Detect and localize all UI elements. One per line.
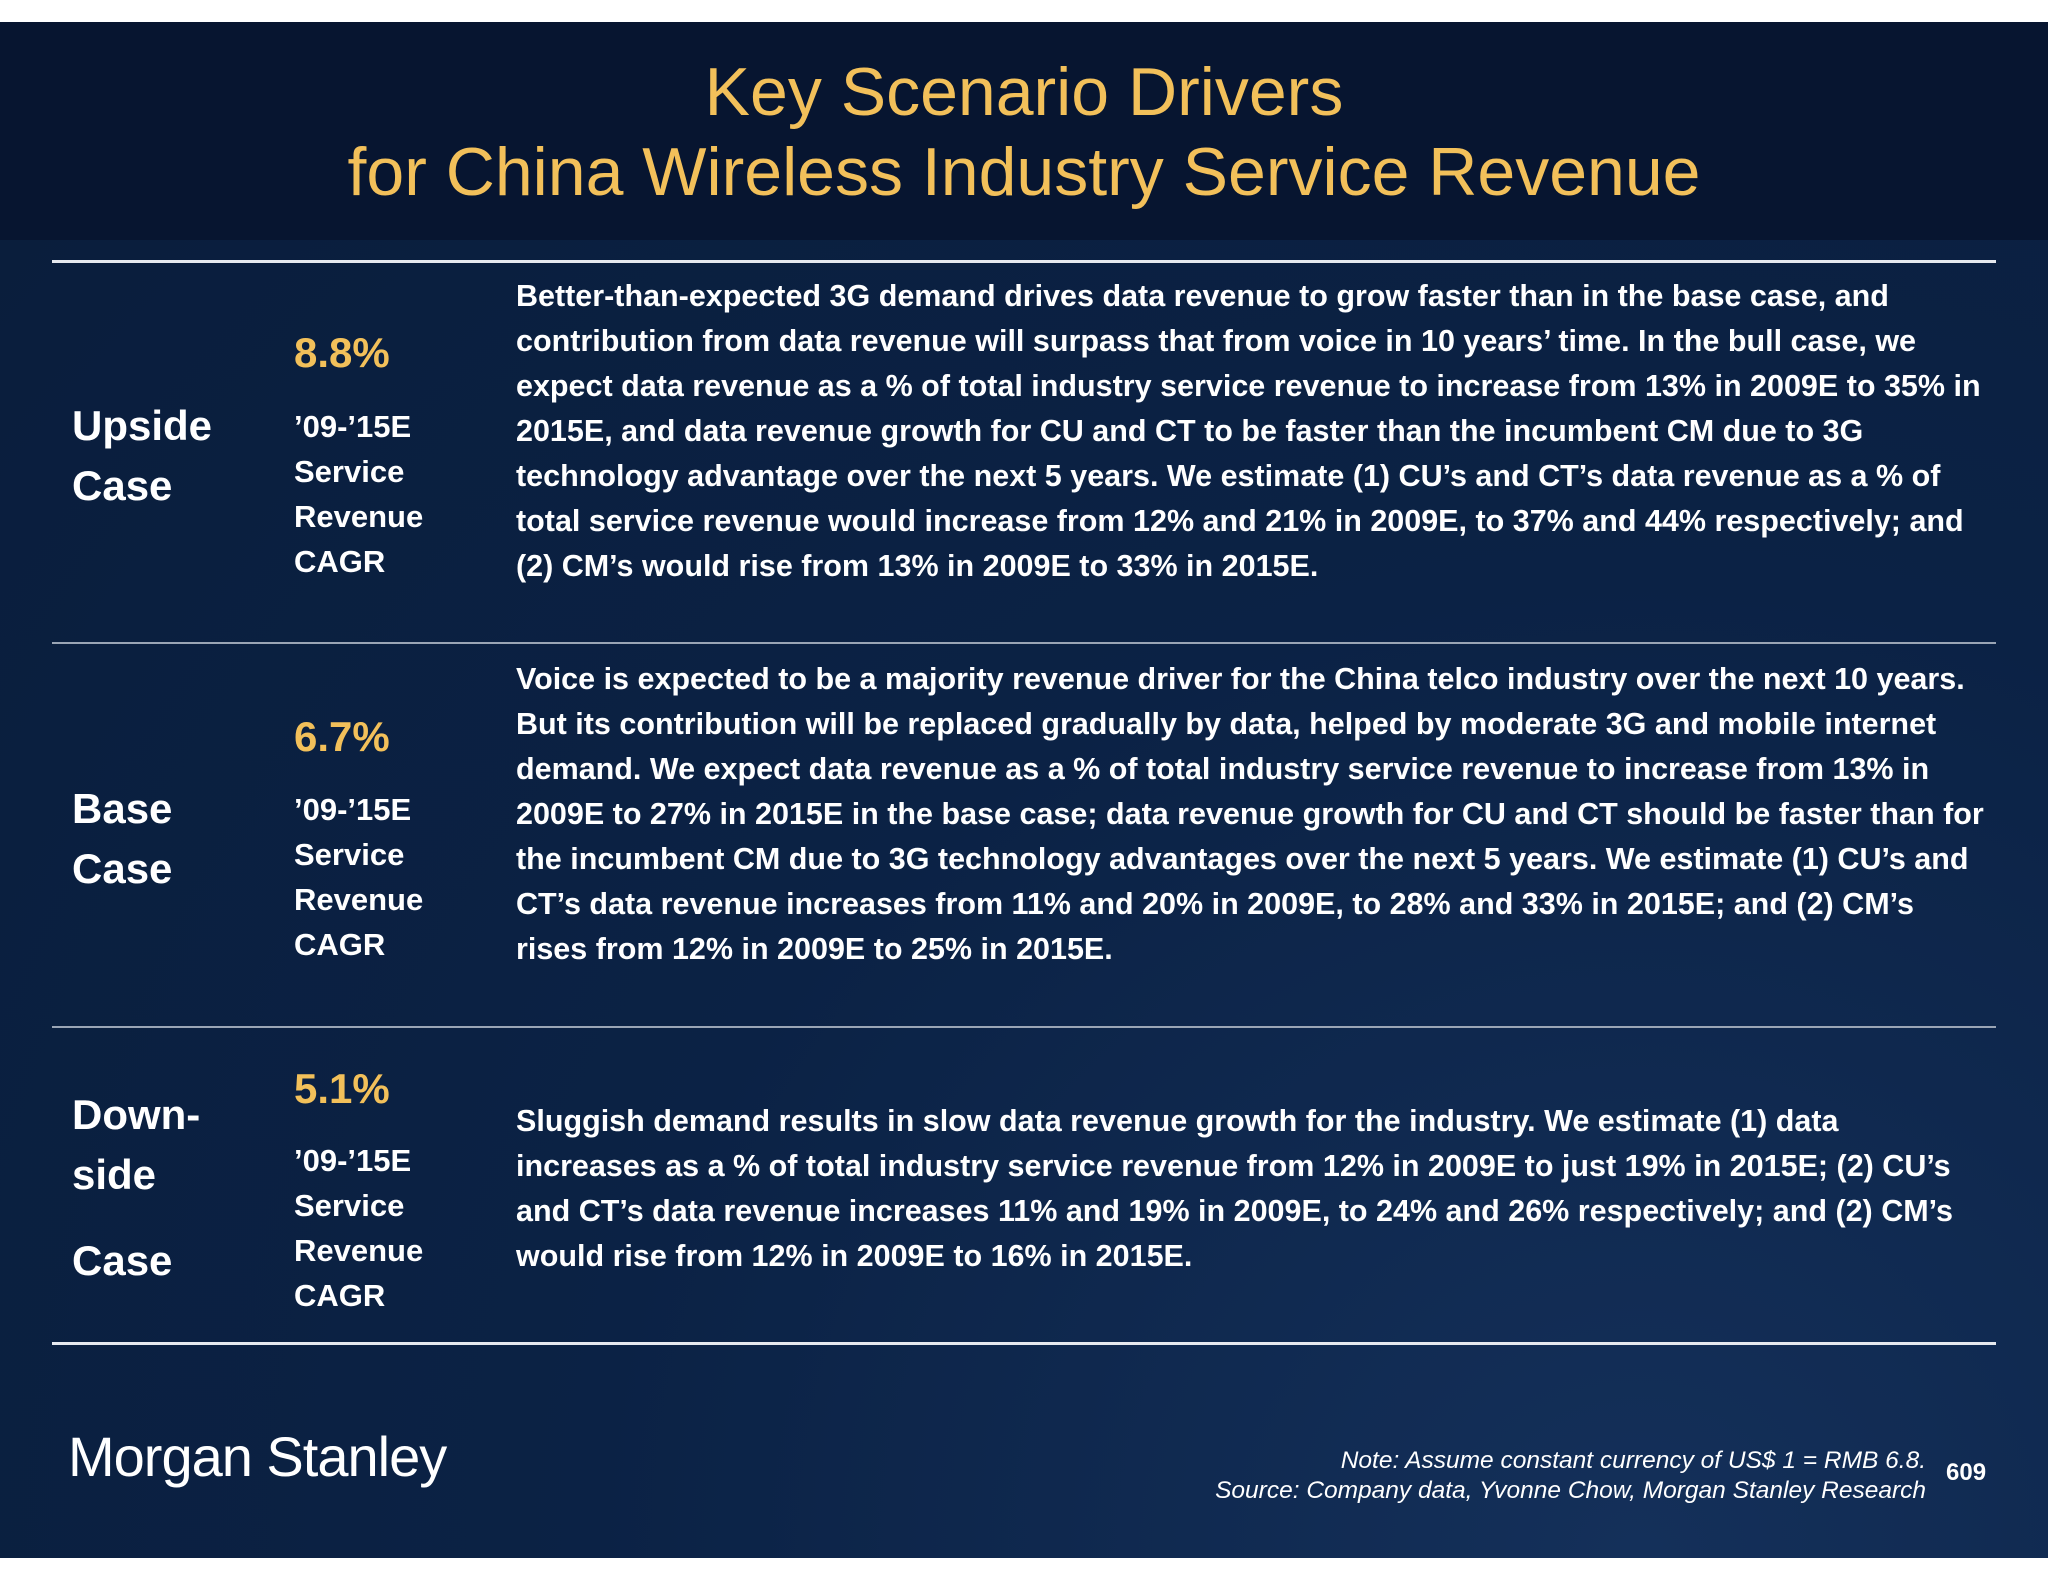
- footnote-note: Note: Assume constant currency of US$ 1 …: [1340, 1447, 1926, 1474]
- row-divider: [52, 1026, 1996, 1028]
- case-label-line: Upside: [72, 402, 213, 449]
- page-number: 609: [1946, 1459, 1987, 1486]
- downside-description: Sluggish demand results in slow data rev…: [516, 1104, 1953, 1273]
- upside-description: Better-than-expected 3G demand drives da…: [516, 279, 1981, 583]
- upside-cagr-label: ’09-’15E Service Revenue CAGR: [294, 409, 424, 579]
- downside-cagr-value: 5.1%: [294, 1065, 390, 1112]
- base-cagr-label: ’09-’15E Service Revenue CAGR: [294, 792, 424, 962]
- base-case-label: Base Case: [72, 779, 172, 899]
- case-label-line: side: [72, 1151, 157, 1198]
- slide: Key Scenario Drivers for China Wireless …: [0, 22, 2048, 1558]
- slide-title-line-1: Key Scenario Drivers: [704, 54, 1344, 130]
- downside-cagr-label: ’09-’15E Service Revenue CAGR: [294, 1143, 424, 1313]
- case-label-line: Case: [72, 1237, 173, 1284]
- case-label-line: Down-: [72, 1091, 201, 1138]
- base-cagr-value: 6.7%: [294, 713, 390, 760]
- footnote-source: Source: Company data, Yvonne Chow, Morga…: [1215, 1477, 1926, 1504]
- table-bottom-rule: [52, 1342, 1996, 1345]
- upside-case-label: Upside Case: [72, 396, 212, 516]
- downside-case-label: Down- side Case: [72, 1085, 200, 1291]
- morgan-stanley-logo: Morgan Stanley: [68, 1425, 447, 1488]
- title-band: Key Scenario Drivers for China Wireless …: [0, 22, 2048, 240]
- row-divider: [52, 642, 1996, 644]
- case-label-line: Case: [72, 462, 173, 509]
- case-label-line: Base: [72, 785, 173, 832]
- upside-cagr-value: 8.8%: [294, 329, 390, 376]
- case-label-line: Case: [72, 845, 173, 892]
- base-description: Voice is expected to be a majority reven…: [516, 662, 1984, 966]
- table-top-rule: [52, 260, 1996, 263]
- slide-title-line-2: for China Wireless Industry Service Reve…: [347, 134, 1701, 210]
